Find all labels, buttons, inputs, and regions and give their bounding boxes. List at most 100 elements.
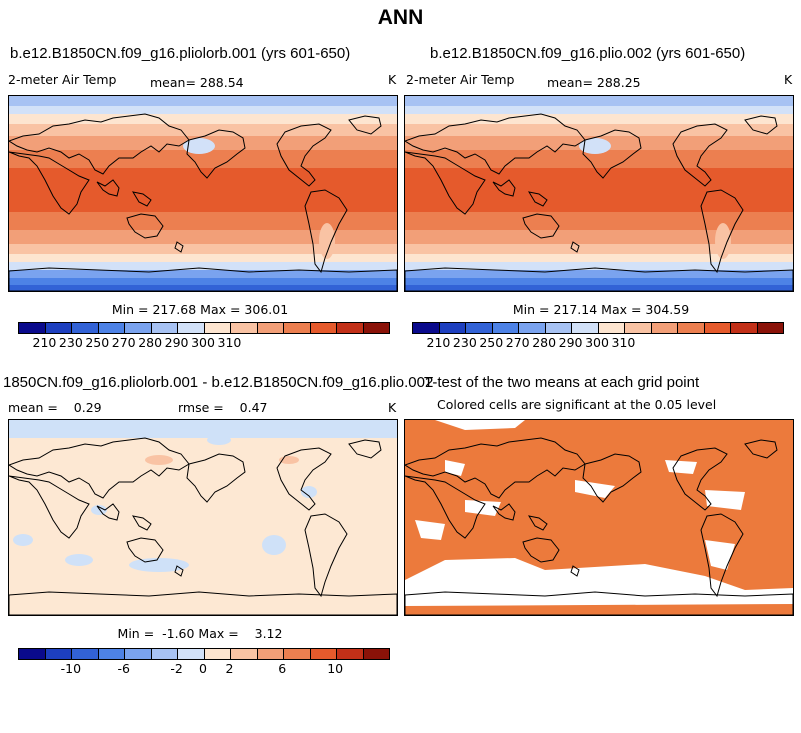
non-significant-region: [665, 460, 697, 474]
colorbar-swatch: [704, 323, 731, 333]
colorbar-swatch: [125, 323, 152, 333]
coastline: [492, 503, 516, 521]
temperature-band: [405, 278, 793, 285]
panel1-map: [8, 95, 398, 292]
colorbar-swatch: [337, 323, 364, 333]
colorbar-swatch: [466, 323, 493, 333]
temperature-band: [9, 230, 397, 244]
coastline: [672, 447, 728, 511]
panel3-rmse: rmse = 0.47: [178, 400, 268, 415]
panel2-mean: mean= 288.25: [547, 75, 641, 90]
difference-blue-patch: [301, 486, 317, 498]
difference-blue-patch: [13, 534, 33, 546]
coastline: [582, 129, 642, 179]
colorbar-swatch: [492, 323, 519, 333]
coastline: [9, 267, 397, 291]
coastline: [522, 213, 560, 239]
non-significant-region: [705, 540, 735, 570]
temperature-band: [405, 244, 793, 254]
coastline: [131, 515, 152, 531]
colorbar-tick-label: 290: [558, 335, 583, 350]
panel4-subtitle: Colored cells are significant at the 0.0…: [437, 397, 717, 412]
coastline: [744, 439, 778, 459]
panel1-variable: 2-meter Air Temp: [8, 72, 117, 87]
coastline: [700, 189, 744, 274]
colorbar-swatch: [125, 649, 152, 659]
colorbar-swatch: [572, 323, 599, 333]
colorbar-tick-label: 300: [585, 335, 609, 350]
temperature-band: [405, 212, 793, 230]
coastline: [348, 115, 382, 135]
coastline: [348, 439, 382, 459]
colorbar-swatch: [413, 323, 440, 333]
coastline: [96, 179, 120, 197]
colorbar-swatch: [625, 323, 652, 333]
coastline: [9, 591, 397, 615]
colorbar-tick-label: -6: [117, 661, 130, 676]
difference-blue-patch: [129, 558, 189, 572]
colorbar-swatch: [231, 323, 258, 333]
colorbar-swatch: [731, 323, 758, 333]
temperature-band: [9, 124, 397, 136]
colorbar-swatch: [98, 649, 125, 659]
difference-background: [9, 420, 397, 615]
panel2-minmax: Min = 217.14 Max = 304.59: [512, 302, 690, 317]
temperature-band: [405, 106, 793, 114]
panel1-minmax: Min = 217.68 Max = 306.01: [111, 302, 289, 317]
panel3-title: 1850CN.f09_g16.pliolorb.001 - b.e12.B185…: [3, 374, 434, 391]
coastline: [131, 191, 152, 207]
coastline: [186, 453, 246, 503]
temperature-band: [405, 262, 793, 270]
temperature-band: [405, 150, 793, 168]
non-significant-region: [705, 490, 745, 510]
temperature-band: [9, 270, 397, 278]
difference-blue-patch: [262, 535, 286, 555]
coastline: [405, 113, 586, 175]
colorbar-tick-label: 210: [32, 335, 57, 350]
temperature-band: [9, 262, 397, 270]
coastline: [522, 537, 560, 563]
colorbar-tick-label: 250: [479, 335, 504, 350]
panel2-temperature-field: [405, 96, 793, 291]
panel4-title: T-test of the two means at each grid poi…: [424, 374, 700, 391]
temperature-band: [9, 244, 397, 254]
colorbar-swatch: [19, 649, 46, 659]
colorbar-swatch: [178, 323, 205, 333]
coastline: [570, 241, 580, 253]
panel1-mean: mean= 288.54: [150, 75, 244, 90]
panel1-temperature-field: [9, 96, 397, 291]
colorbar-tick-label: 310: [611, 335, 636, 350]
colorbar-tick-label: 280: [138, 335, 163, 350]
colorbar-swatch: [757, 323, 783, 333]
difference-red-patch: [145, 455, 173, 465]
panel4-map: [404, 419, 794, 616]
colorbar-swatch: [310, 649, 337, 659]
colorbar-swatch: [678, 323, 705, 333]
tibet-cold-region: [579, 138, 611, 154]
panel4-significance-field: [405, 420, 793, 615]
colorbar-tick-label: 2: [225, 661, 234, 676]
coastline: [276, 123, 332, 187]
colorbar-tick-label: 230: [58, 335, 83, 350]
colorbar-tick-label: 230: [452, 335, 477, 350]
coastline: [126, 537, 164, 563]
coastline: [405, 437, 586, 499]
colorbar-tick-label: 290: [164, 335, 189, 350]
colorbar-swatch: [151, 649, 178, 659]
coastline: [492, 179, 516, 197]
coastline: [9, 113, 190, 175]
colorbar-tick-label: 310: [217, 335, 242, 350]
coastline: [527, 191, 548, 207]
coastline: [126, 213, 164, 239]
coastline: [174, 565, 184, 577]
colorbar-tick-label: 250: [85, 335, 110, 350]
temperature-band: [405, 270, 793, 278]
panel3-unit: K: [388, 400, 397, 415]
coastline: [9, 151, 90, 215]
coastline: [405, 475, 486, 539]
colorbar-tick-label: 280: [532, 335, 557, 350]
difference-blue-patch: [91, 505, 107, 515]
coastline: [672, 123, 728, 187]
temperature-band: [9, 106, 397, 114]
panel2-colorbar: [412, 322, 784, 334]
